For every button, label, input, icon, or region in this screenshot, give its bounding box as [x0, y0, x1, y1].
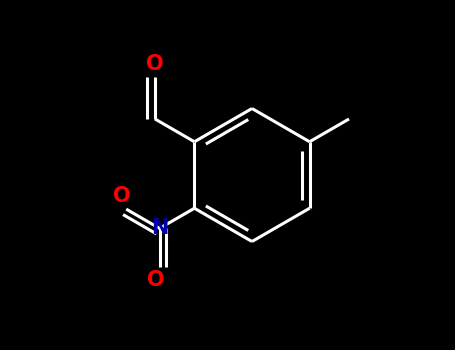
Text: O: O	[113, 186, 131, 206]
Text: O: O	[147, 270, 165, 290]
Text: O: O	[146, 54, 164, 74]
Text: N: N	[151, 218, 168, 238]
